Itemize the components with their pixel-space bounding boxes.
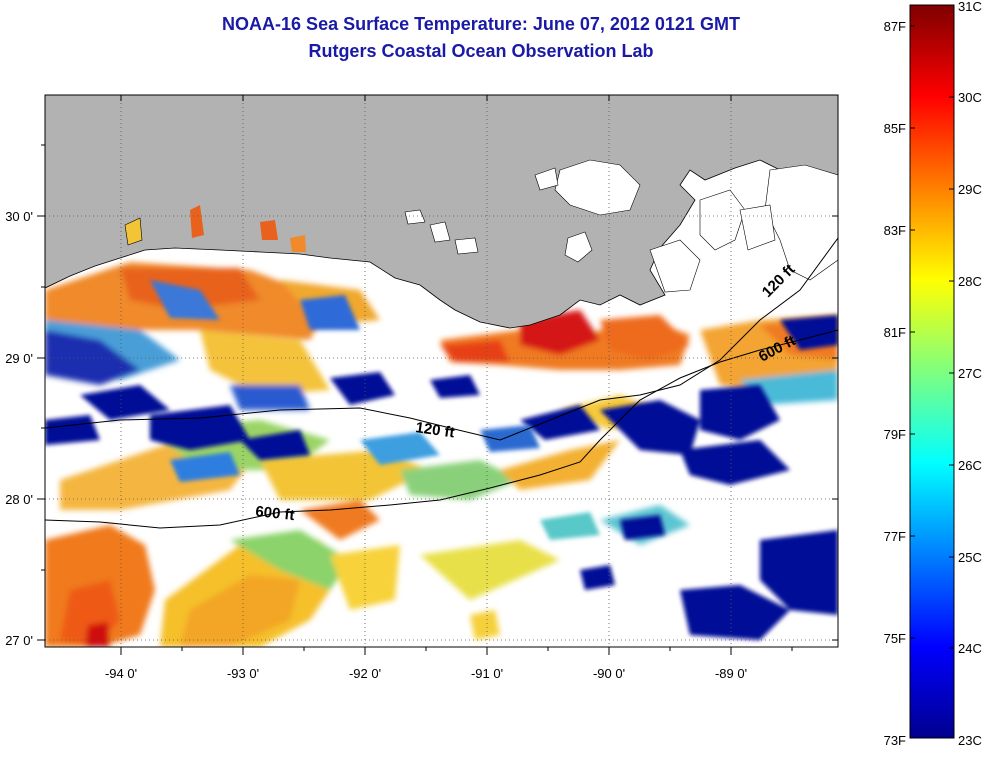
colorbar-f-label: 85F: [884, 121, 906, 136]
coastal-features: [124, 205, 306, 252]
inland-lakes: [404, 159, 838, 293]
colorbar-c-label: 28C: [958, 274, 982, 289]
contour-label-600-west: 600 ft: [255, 503, 296, 524]
colorbar-f-label: 77F: [884, 529, 906, 544]
cold-patches: [45, 315, 838, 640]
contour-120ft: [45, 237, 838, 441]
temperature-colorbar: 87F 85F 83F 81F 79F 77F 75F 73F 31C 30C …: [870, 0, 990, 759]
graticule: [45, 95, 838, 647]
x-tick-label: -93 0': [227, 666, 259, 681]
x-tick-label: -94 0': [105, 666, 137, 681]
y-tick-label: 30 0': [5, 209, 33, 224]
colorbar-c-label: 27C: [958, 366, 982, 381]
x-tick-label: -89 0': [715, 666, 747, 681]
colorbar-c-label: 30C: [958, 90, 982, 105]
colorbar-c-label: 29C: [958, 182, 982, 197]
transition-patches: [150, 280, 600, 540]
tick-marks: [37, 95, 838, 655]
colorbar-c-label: 23C: [958, 733, 982, 748]
colorbar-f-label: 81F: [884, 325, 906, 340]
y-tick-label: 28 0': [5, 492, 33, 507]
map-frame: [44, 94, 839, 648]
colorbar-f-label: 75F: [884, 631, 906, 646]
sst-map: 120 ft 120 ft 600 ft 600 ft: [5, 94, 839, 681]
x-tick-label: -92 0': [349, 666, 381, 681]
colorbar-c-label: 31C: [958, 0, 982, 14]
contour-label-120-west: 120 ft: [414, 419, 455, 441]
colorbar-c-label: 24C: [958, 641, 982, 656]
map-subtitle: Rutgers Coastal Ocean Observation Lab: [308, 41, 654, 61]
y-tick-label: 29 0': [5, 351, 33, 366]
x-tick-label: -90 0': [593, 666, 625, 681]
colorbar-f-label: 87F: [884, 19, 906, 34]
colorbar-c-label: 26C: [958, 458, 982, 473]
colorbar-gradient: [909, 4, 955, 739]
map-title: NOAA-16 Sea Surface Temperature: June 07…: [222, 14, 740, 34]
contour-600ft: [45, 329, 838, 529]
x-tick-label: -91 0': [471, 666, 503, 681]
colorbar-c-label: 25C: [958, 550, 982, 565]
y-tick-label: 27 0': [5, 633, 33, 648]
colorbar-f-label: 73F: [884, 733, 906, 748]
colorbar-f-label: 83F: [884, 223, 906, 238]
land-mass: [45, 95, 838, 329]
colorbar-f-label: 79F: [884, 427, 906, 442]
colorbar-ticks: [910, 25, 954, 649]
